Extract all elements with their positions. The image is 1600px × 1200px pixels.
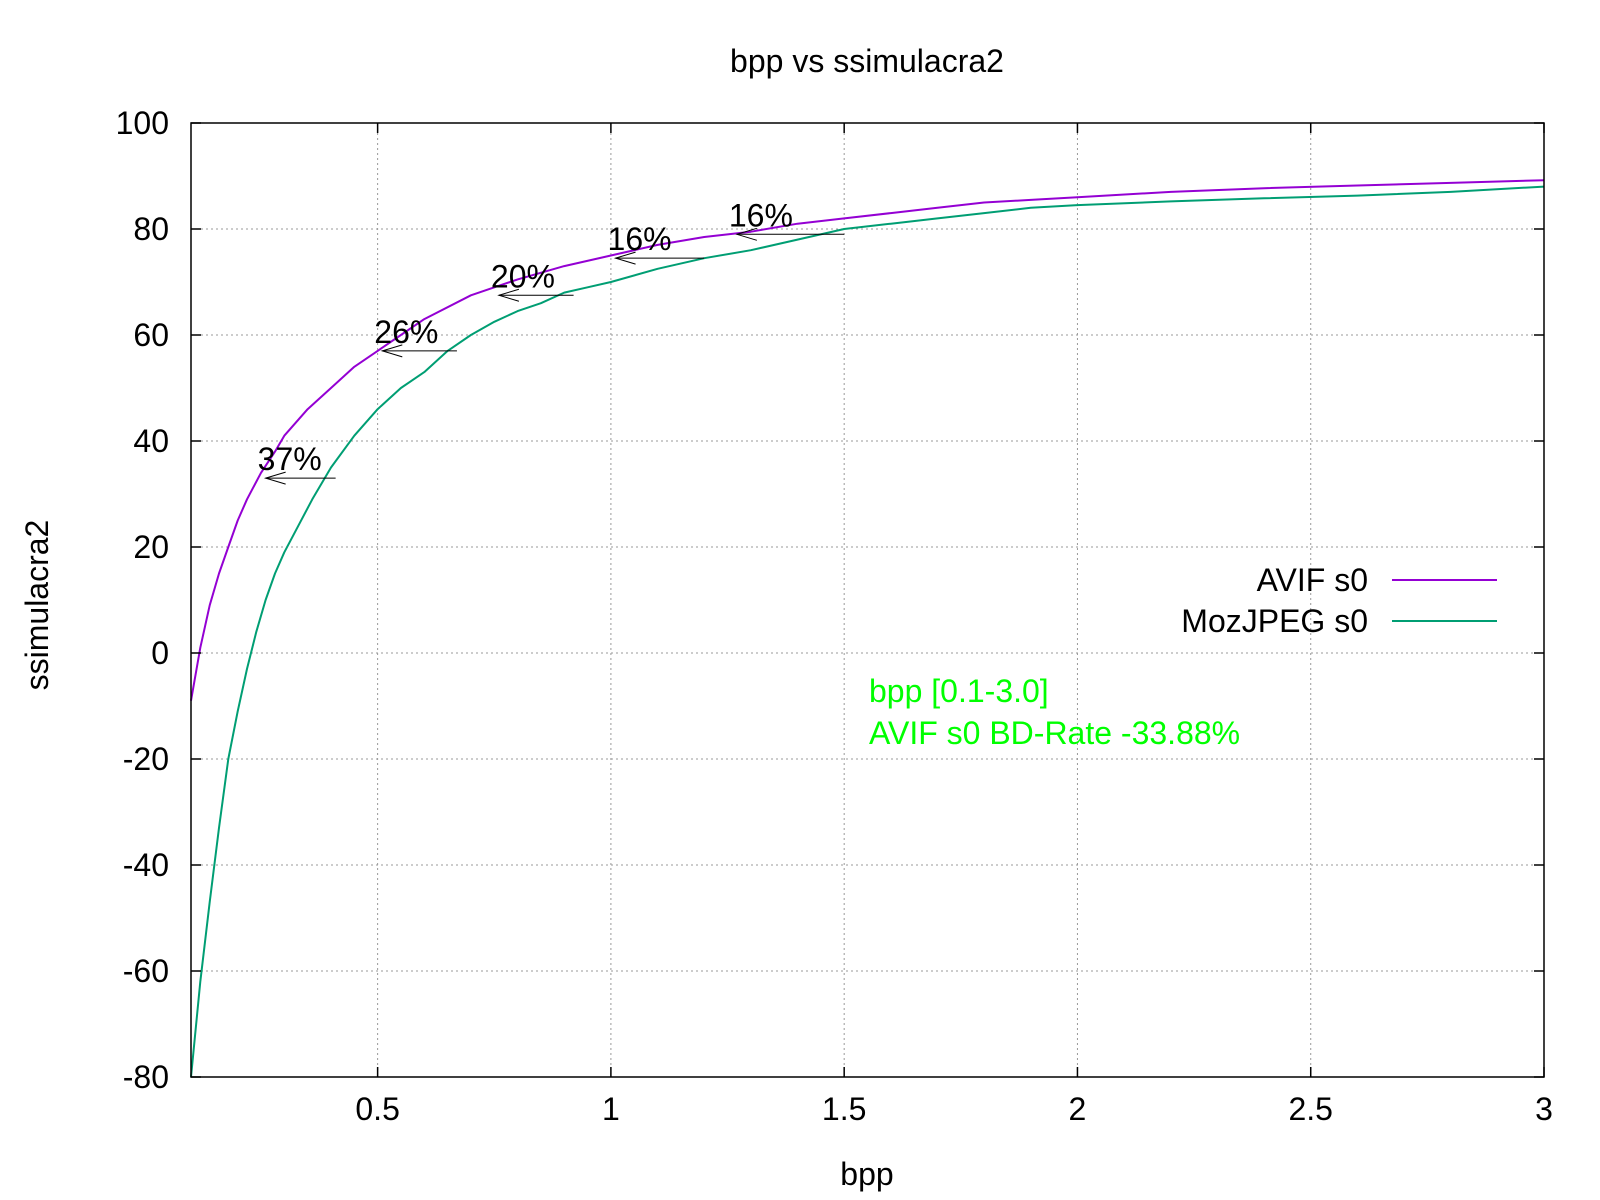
legend: AVIF s0 MozJPEG s0 bbox=[1181, 562, 1497, 639]
annotation-label: 37% bbox=[258, 441, 322, 477]
grid-lines bbox=[191, 123, 1544, 1077]
info-bd-rate: AVIF s0 BD-Rate -33.88% bbox=[869, 715, 1240, 751]
x-tick-label: 1 bbox=[602, 1091, 620, 1127]
y-tick-label: 80 bbox=[133, 211, 169, 247]
y-tick-label: 100 bbox=[116, 105, 169, 141]
y-tick-label: 40 bbox=[133, 423, 169, 459]
x-tick-label: 1.5 bbox=[822, 1091, 866, 1127]
annotation-arrowhead bbox=[380, 344, 403, 358]
info-bpp-range: bpp [0.1-3.0] bbox=[869, 673, 1049, 709]
annotation-arrowhead bbox=[613, 251, 636, 265]
series-line-mozjpeg bbox=[190, 185, 1545, 1078]
y-tick-label: -20 bbox=[123, 741, 169, 777]
annotation-layer: 37% 26% 20% 16% 16% bbox=[258, 197, 845, 485]
bd-rate-info: bpp [0.1-3.0] AVIF s0 BD-Rate -33.88% bbox=[869, 673, 1240, 751]
y-axis-label: ssimulacra2 bbox=[19, 520, 55, 691]
annotation-label: 26% bbox=[374, 314, 438, 350]
annotation-label: 16% bbox=[729, 197, 793, 233]
annotation-arrowhead bbox=[497, 288, 520, 302]
annotation-label: 16% bbox=[608, 221, 672, 257]
y-tick-label: 60 bbox=[133, 317, 169, 353]
annotation-label: 20% bbox=[491, 258, 555, 294]
series-layer bbox=[190, 179, 1545, 1078]
plot-frame bbox=[190, 122, 1545, 1078]
x-tick-label: 2 bbox=[1069, 1091, 1087, 1127]
chart-title: bpp vs ssimulacra2 bbox=[730, 43, 1004, 79]
y-tick-label: -60 bbox=[123, 953, 169, 989]
y-tick-label: -40 bbox=[123, 847, 169, 883]
x-tick-label: 0.5 bbox=[355, 1091, 399, 1127]
y-tick-label: -80 bbox=[123, 1059, 169, 1095]
series-line-avif bbox=[190, 179, 1545, 701]
annotation-arrowhead bbox=[263, 471, 286, 485]
axis-ticks: 0.5 1 1.5 2 2.5 3 -80 -60 -40 -20 0 20 40 60 80 100 bbox=[116, 105, 1553, 1127]
x-axis-label: bpp bbox=[840, 1156, 893, 1192]
annotation-arrowhead bbox=[735, 227, 758, 241]
legend-label-mozjpeg: MozJPEG s0 bbox=[1181, 603, 1368, 639]
y-tick-label: 0 bbox=[151, 635, 169, 671]
legend-label-avif: AVIF s0 bbox=[1257, 562, 1368, 598]
x-tick-label: 3 bbox=[1535, 1091, 1553, 1127]
x-tick-label: 2.5 bbox=[1288, 1091, 1332, 1127]
y-tick-label: 20 bbox=[133, 529, 169, 565]
